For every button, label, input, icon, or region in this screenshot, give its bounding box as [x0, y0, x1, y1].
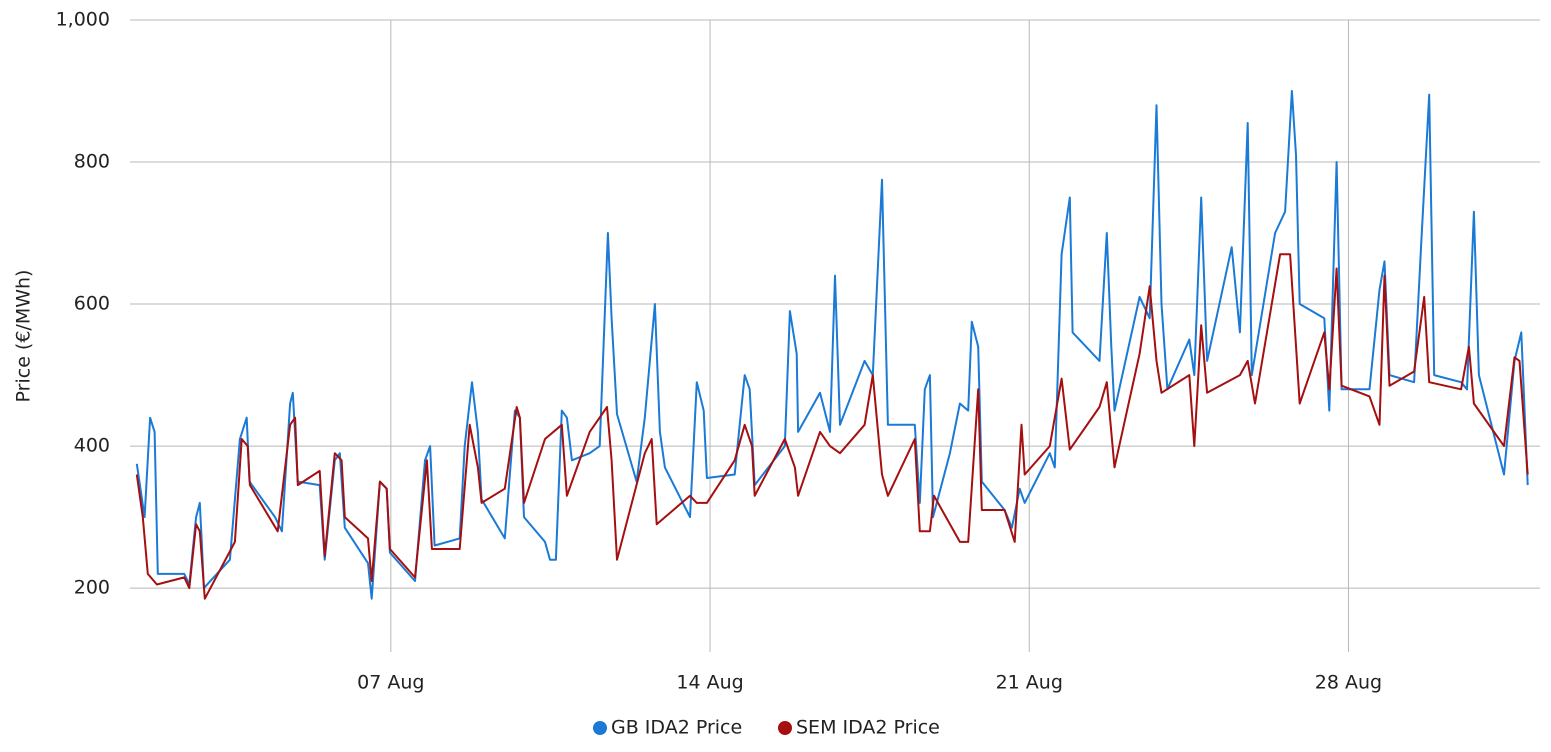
x-tick-label: 21 Aug [996, 672, 1063, 694]
legend-label: SEM IDA2 Price [796, 717, 940, 739]
y-tick-label: 200 [74, 577, 110, 599]
x-tick-label: 07 Aug [357, 672, 424, 694]
x-tick-label: 14 Aug [676, 672, 743, 694]
y-tick-label: 400 [74, 435, 110, 457]
x-tick-label: 28 Aug [1315, 672, 1382, 694]
legend-marker [778, 721, 792, 735]
series-line [135, 253, 1529, 600]
y-tick-label: 800 [74, 151, 110, 173]
legend-marker [593, 721, 607, 735]
y-tick-label: 600 [74, 293, 110, 315]
y-axis-title: Price (€/MWh) [13, 270, 35, 403]
series-line [135, 90, 1529, 600]
legend-label: GB IDA2 Price [611, 717, 742, 739]
y-tick-label: 1,000 [56, 9, 110, 31]
